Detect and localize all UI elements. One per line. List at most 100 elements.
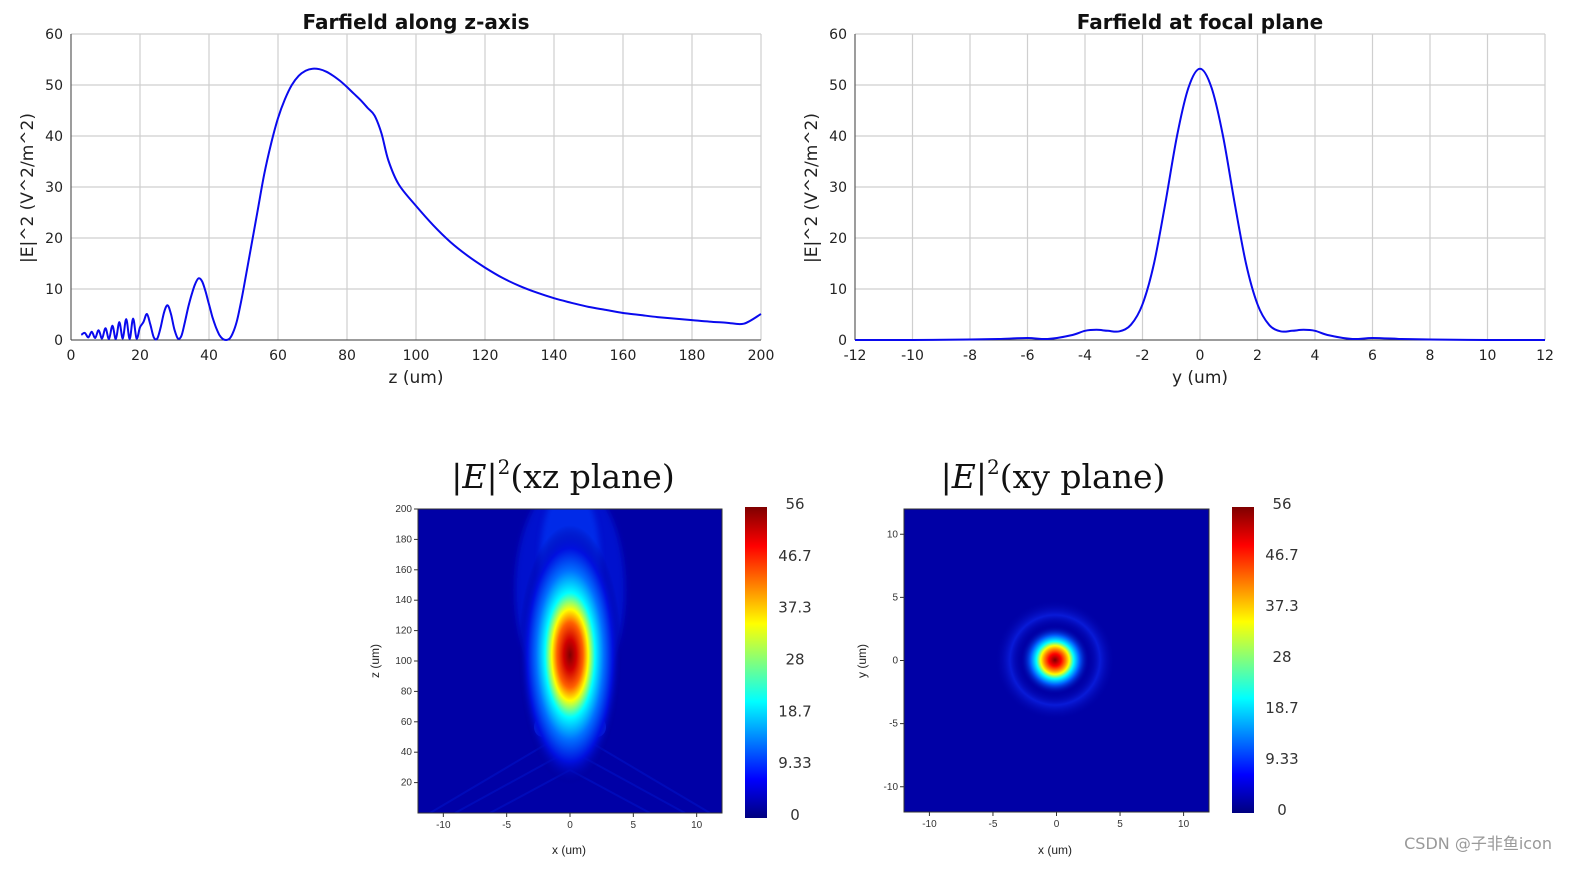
x-tick-label: 60: [269, 348, 287, 364]
y-tick-label: 80: [401, 686, 413, 697]
y-tick-label: 40: [45, 129, 63, 145]
y-tick-label: -5: [889, 719, 898, 730]
x-tick-label: 12: [1536, 348, 1554, 364]
y-tick-label: 60: [829, 27, 847, 43]
colorbar-tick-label: 28: [785, 651, 804, 669]
x-tick-label: -5: [989, 819, 998, 830]
x-tick-label: 20: [131, 348, 149, 364]
colorbar-tick-label: 28: [1272, 648, 1291, 666]
x-tick-label: -4: [1078, 348, 1092, 364]
x-tick-label: 10: [691, 820, 703, 831]
ticks: -12 -10 -8 -6 -4 -2 0 2 4 6 8 10 12 0 10 20 30 40 50 60: [829, 27, 1554, 364]
y-tick-label: 180: [395, 534, 412, 545]
y-tick-label: 20: [829, 231, 847, 247]
y-tick-label: 0: [838, 333, 847, 349]
y-tick-label: 10: [829, 282, 847, 298]
y-tick-label: 200: [395, 504, 412, 515]
x-tick-label: -2: [1136, 348, 1150, 364]
x-tick-label: 5: [631, 820, 637, 831]
colorbar: [1232, 507, 1254, 813]
x-tick-label: 0: [1196, 348, 1205, 364]
heatmap-xy-plane: |E|2(xy plane) -10 -5 0 5 10 -10 -5 0 5 10 x (um)…: [855, 455, 1299, 857]
colorbar-tick-label: 0: [790, 806, 800, 824]
grid: [70, 33, 762, 341]
y-tick-label: 120: [395, 626, 412, 637]
colorbar-tick-label: 9.33: [778, 754, 811, 772]
chart-title: Farfield along z-axis: [302, 10, 529, 34]
y-tick-label: 0: [54, 333, 63, 349]
colorbar-tick-label: 56: [1272, 495, 1291, 513]
x-tick-label: 8: [1426, 348, 1435, 364]
y-axis-label: |E|^2 (V^2/m^2): [802, 113, 822, 263]
x-tick-label: -8: [963, 348, 977, 364]
y-axis-label: z (um): [368, 644, 382, 678]
line-chart-z-axis: Farfield along z-axis 0 20 40 60 80 100 120 140…: [18, 10, 774, 388]
x-tick-label: 180: [679, 348, 706, 364]
x-tick-label: 0: [567, 820, 573, 831]
ticks: -10 -5 0 5 10 -10 -5 0 5 10: [884, 529, 1190, 830]
x-tick-label: 100: [403, 348, 430, 364]
colorbar-tick-label: 18.7: [778, 702, 811, 720]
x-tick-label: -10: [436, 820, 451, 831]
x-tick-label: 40: [200, 348, 218, 364]
colorbar-ticks: 56 46.7 37.3 28 18.7 9.33 0: [778, 495, 811, 824]
y-axis-label: |E|^2 (V^2/m^2): [18, 113, 38, 263]
colorbar-ticks: 56 46.7 37.3 28 18.7 9.33 0: [1265, 495, 1298, 819]
series-line: [80, 67, 762, 342]
x-tick-label: 0: [1054, 819, 1060, 830]
colorbar-tick-label: 37.3: [1265, 597, 1298, 615]
x-tick-label: -10: [922, 819, 937, 830]
x-axis-label: y (um): [1172, 368, 1228, 388]
colorbar-tick-label: 46.7: [778, 547, 811, 565]
colorbar: [745, 507, 767, 818]
x-axis-label: x (um): [552, 843, 586, 857]
y-tick-label: 50: [829, 78, 847, 94]
colorbar-tick-label: 18.7: [1265, 699, 1298, 717]
y-axis-label: y (um): [855, 644, 869, 678]
y-tick-label: 100: [395, 656, 412, 667]
chart-title: Farfield at focal plane: [1077, 10, 1323, 34]
y-tick-label: 30: [829, 180, 847, 196]
colorbar-tick-label: 37.3: [778, 599, 811, 617]
y-tick-label: 40: [401, 747, 413, 758]
y-tick-label: 40: [829, 129, 847, 145]
colorbar-tick-label: 56: [785, 495, 804, 513]
x-tick-label: 160: [610, 348, 637, 364]
x-tick-label: 4: [1311, 348, 1320, 364]
y-tick-label: 140: [395, 595, 412, 606]
y-tick-label: 10: [887, 529, 899, 540]
x-tick-label: -5: [502, 820, 511, 831]
y-tick-label: 20: [401, 778, 413, 789]
series-line: [854, 67, 1546, 342]
x-tick-label: 10: [1479, 348, 1497, 364]
y-tick-label: 10: [45, 282, 63, 298]
x-tick-label: 5: [1117, 819, 1123, 830]
x-tick-label: 80: [338, 348, 356, 364]
x-tick-label: 140: [541, 348, 568, 364]
y-tick-label: 5: [892, 592, 898, 603]
heatmap-field: [903, 508, 1210, 813]
line-chart-focal-plane: Farfield at focal plane -12 -10 -8 -6 -4 -2 0 2…: [802, 10, 1554, 388]
x-tick-label: -6: [1021, 348, 1035, 364]
x-tick-label: -10: [901, 348, 924, 364]
x-tick-label: 0: [67, 348, 76, 364]
heatmap-field: [417, 508, 723, 814]
y-tick-label: 0: [892, 656, 898, 667]
ticks: -10 -5 0 5 10 20 40 60 80 100 120 140 160 180 200: [395, 504, 702, 831]
x-tick-label: 120: [472, 348, 499, 364]
heatmap-title: |E|2(xz plane): [451, 455, 674, 496]
colorbar-tick-label: 46.7: [1265, 546, 1298, 564]
watermark: CSDN @子非鱼icon: [1404, 834, 1552, 853]
y-tick-label: 160: [395, 565, 412, 576]
grid: [854, 33, 1546, 341]
y-tick-label: 30: [45, 180, 63, 196]
x-tick-label: 10: [1178, 819, 1190, 830]
x-axis-label: z (um): [389, 368, 444, 388]
x-tick-label: -12: [844, 348, 867, 364]
x-axis-label: x (um): [1038, 843, 1072, 857]
y-tick-label: -10: [884, 782, 899, 793]
heatmap-title: |E|2(xy plane): [941, 455, 1166, 496]
ticks: 0 20 40 60 80 100 120 140 160 180 200 0 10 20 30 40 50 60: [45, 27, 774, 364]
y-tick-label: 20: [45, 231, 63, 247]
